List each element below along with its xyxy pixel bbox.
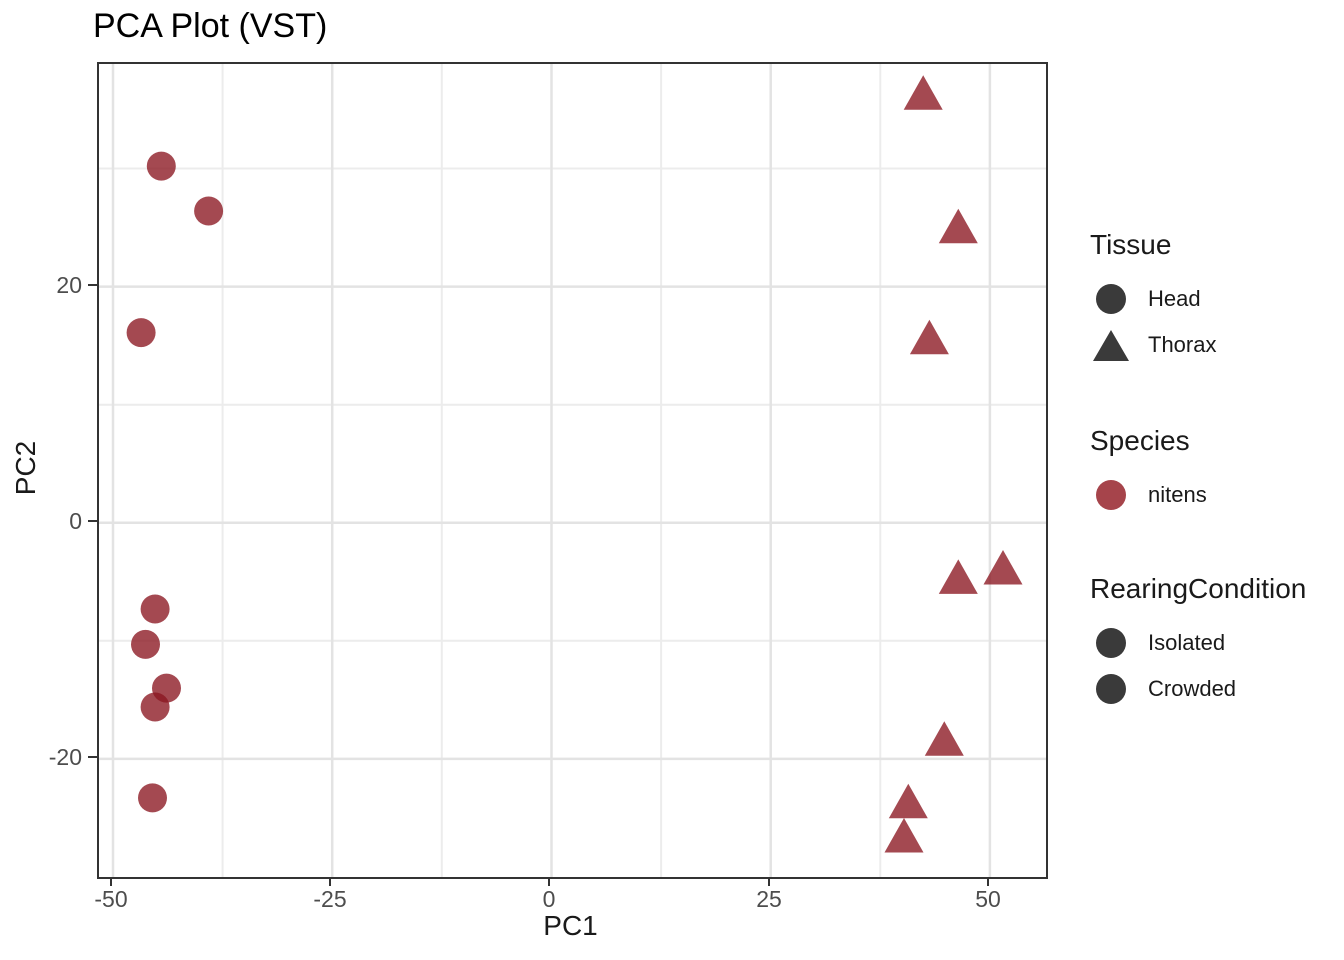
y-tick-mark [88,520,97,522]
data-point-circle [138,783,167,813]
x-tick-mark [987,877,989,886]
legend-item-label: Head [1148,286,1201,311]
legend-group-tissue: Tissue Head Thorax [1090,228,1216,368]
data-point-triangle [938,208,978,244]
legend-item-crowded: Crowded [1090,666,1306,712]
y-tick-mark [88,284,97,286]
x-tick-label: -50 [94,886,128,912]
legend-item-label: Isolated [1148,630,1226,655]
legend-item-isolated: Isolated [1090,620,1306,666]
x-axis-title: PC1 [543,910,598,941]
x-tick-label: 0 [542,886,556,912]
y-tick-label: -20 [48,744,82,770]
legend-item-label: Thorax [1148,332,1217,357]
x-tick-label: 25 [756,886,782,912]
data-point-triangle [983,550,1023,585]
data-point-triangle [924,721,964,756]
legend-item-label: nitens [1148,482,1207,507]
legend-group-title: Species [1090,425,1190,456]
data-point-triangle [884,818,924,853]
data-point-circle [140,594,170,624]
data-point-triangle [938,559,978,594]
x-tick-mark [329,877,331,886]
x-tick-label: 50 [975,886,1001,912]
data-point-circle [126,318,156,348]
data-point-circle [146,151,176,181]
plot-panel [97,62,1048,879]
x-tick-mark [548,877,550,886]
legend-item-nitens: nitens [1090,472,1207,518]
data-point-triangle [909,319,949,355]
x-tick-label: -25 [313,886,347,912]
data-point-circle [140,692,170,722]
y-axis-title: PC2 [10,440,41,496]
legend-item-head: Head [1090,276,1216,322]
data-point-triangle [888,783,928,819]
legend-group-title: RearingCondition [1090,573,1307,604]
data-point-triangle [903,75,943,110]
circle-key-icon [1093,281,1129,317]
legend-group-species: Species nitens [1090,424,1207,518]
y-tick-mark [88,756,97,758]
circle-key-icon [1093,477,1129,513]
data-point-circle [131,629,160,659]
circle-key-icon [1093,625,1129,661]
x-tick-mark [110,877,112,886]
y-tick-label: 0 [69,508,82,534]
scatter-canvas [99,64,1046,877]
plot-title: PCA Plot (VST) [93,7,328,45]
legend-item-thorax: Thorax [1090,322,1216,368]
data-point-circle [194,196,224,226]
y-tick-label: 20 [56,272,82,298]
legend-group-title: Tissue [1090,229,1172,260]
legend-group-rearing-condition: RearingCondition Isolated Crowded [1090,572,1306,712]
x-tick-mark [768,877,770,886]
triangle-key-icon [1093,327,1129,363]
legend-item-label: Crowded [1148,676,1237,701]
circle-key-icon [1093,671,1129,707]
